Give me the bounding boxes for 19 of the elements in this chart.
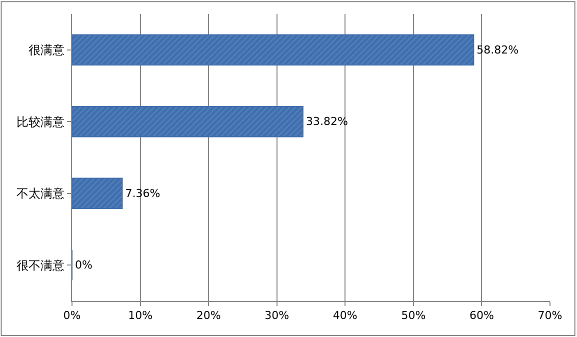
y-tick-label: 很不满意 <box>16 258 65 272</box>
data-label: 33.82% <box>306 115 348 128</box>
data-label: 0% <box>75 258 92 272</box>
y-tick-label: 很满意 <box>28 43 65 58</box>
x-tick-label: 20% <box>196 309 221 322</box>
bar <box>72 178 123 209</box>
x-tick-label: 50% <box>401 309 426 322</box>
bar <box>72 106 304 138</box>
x-tick-label: 0% <box>63 309 81 322</box>
y-tick-label: 不太满意 <box>16 186 65 201</box>
y-tick-label: 比较满意 <box>16 114 65 129</box>
data-label: 7.36% <box>125 186 160 200</box>
x-tick-label: 30% <box>264 309 290 322</box>
x-tick-label: 60% <box>469 309 494 322</box>
bar <box>72 34 474 66</box>
data-label: 58.82% <box>476 43 519 56</box>
x-tick-label: 40% <box>332 309 358 322</box>
x-tick-label: 70% <box>538 309 562 322</box>
x-tick-label: 10% <box>128 309 153 322</box>
